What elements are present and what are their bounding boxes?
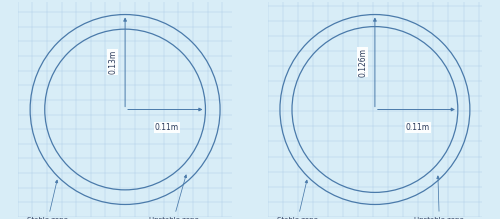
Text: 0.11m: 0.11m — [406, 123, 430, 132]
Text: Stable zone: Stable zone — [277, 180, 318, 219]
Text: Unstable zone: Unstable zone — [148, 175, 198, 219]
Text: 0.126m: 0.126m — [358, 48, 367, 76]
Text: 0.11m: 0.11m — [155, 123, 179, 132]
Text: Unstable zone: Unstable zone — [414, 176, 464, 219]
Text: 0.13m: 0.13m — [108, 50, 118, 74]
Text: Stable zone: Stable zone — [28, 180, 68, 219]
